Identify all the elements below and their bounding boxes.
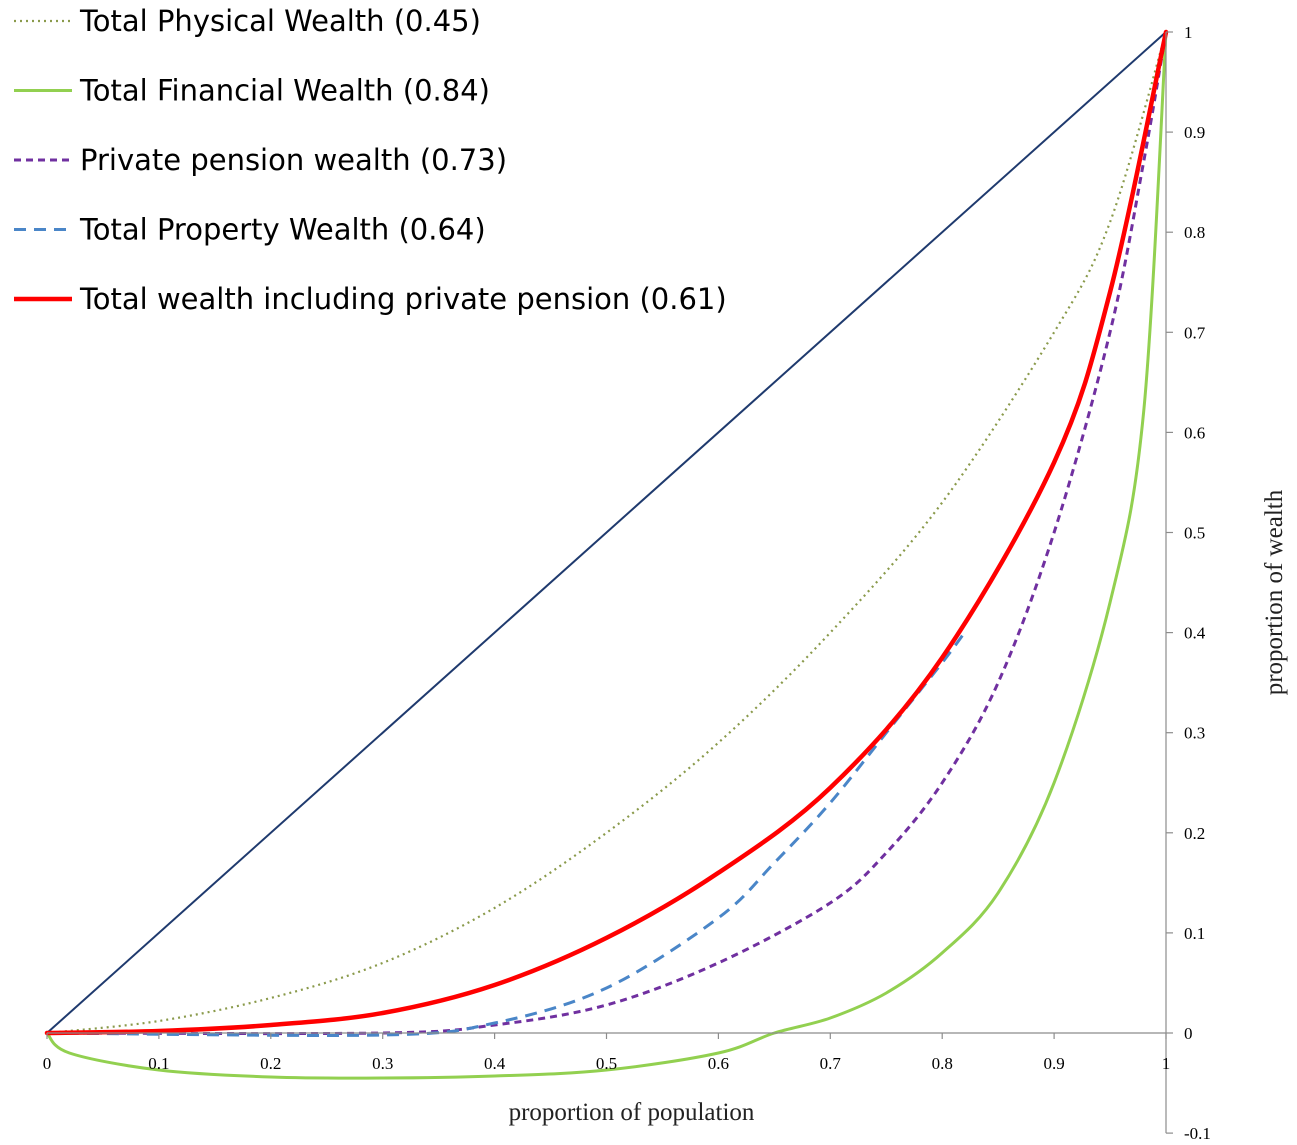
x-tick-label: 0.3 [372, 1054, 393, 1073]
x-tick-label: 0.8 [932, 1054, 953, 1073]
legend-item: Total Physical Wealth (0.45) [14, 4, 481, 38]
legend-item: Private pension wealth (0.73) [14, 143, 507, 177]
series-line-2 [45, 30, 1168, 1080]
axes-layer [47, 32, 1167, 1134]
x-tick-label: 1 [1162, 1054, 1171, 1073]
equality-line-layer [46, 31, 1167, 1034]
legend-item: Total Financial Wealth (0.84) [14, 74, 490, 108]
y-tick-label: 1 [1184, 23, 1193, 42]
y-tick-label: 0.9 [1184, 123, 1205, 142]
x-axis-title: proportion of population [509, 1099, 755, 1126]
legend-item: Total Property Wealth (0.64) [14, 213, 486, 247]
x-tick-label: 0.4 [484, 1054, 506, 1073]
y-tick-label: 0.4 [1184, 624, 1206, 643]
y-tick-label: 0.2 [1184, 824, 1205, 843]
y-tick-label: 0.7 [1184, 323, 1206, 342]
series-line-4 [46, 631, 966, 1037]
x-tick-label: 0.9 [1043, 1054, 1064, 1073]
legend-label: Total Physical Wealth (0.45) [79, 4, 481, 38]
y-tick-label: -0.1 [1184, 1124, 1211, 1143]
y-tick-label: 0.1 [1184, 924, 1205, 943]
x-tick-layer: 0 0.1 0.2 0.3 0.4 0.5 0.6 0.7 0.8 0.9 1 [43, 1033, 1171, 1073]
series-line-3 [46, 31, 1168, 1036]
y-tick-label: 0.8 [1184, 223, 1205, 242]
series-layer [44, 29, 1169, 1080]
equality-line [46, 31, 1167, 1034]
y-tick-label: 0.6 [1184, 423, 1205, 442]
x-tick-label: 0.6 [708, 1054, 729, 1073]
legend-label: Total wealth including private pension (… [79, 282, 727, 316]
legend-label: Total Financial Wealth (0.84) [79, 74, 490, 108]
legend-label: Total Property Wealth (0.64) [79, 213, 486, 247]
x-tick-label: 0.1 [148, 1054, 169, 1073]
series-line-5 [44, 29, 1169, 1036]
x-tick-label: 0.7 [820, 1054, 842, 1073]
x-tick-label: 0.2 [260, 1054, 281, 1073]
y-tick-label: 0 [1184, 1024, 1193, 1043]
y-tick-layer: -0.1 0 0.1 0.2 0.3 0.4 0.5 0.6 0.7 0.8 0.9 1 [1166, 23, 1211, 1143]
legend-label: Private pension wealth (0.73) [80, 143, 507, 177]
x-tick-label: 0 [43, 1054, 52, 1073]
y-tick-label: 0.5 [1184, 524, 1205, 543]
x-tick-label: 0.5 [596, 1054, 617, 1073]
legend-item: Total wealth including private pension (… [14, 282, 727, 316]
legend: Total Physical Wealth (0.45) Total Financ… [14, 4, 727, 316]
y-axis-title: proportion of wealth [1261, 489, 1288, 695]
y-tick-label: 0.3 [1184, 724, 1205, 743]
